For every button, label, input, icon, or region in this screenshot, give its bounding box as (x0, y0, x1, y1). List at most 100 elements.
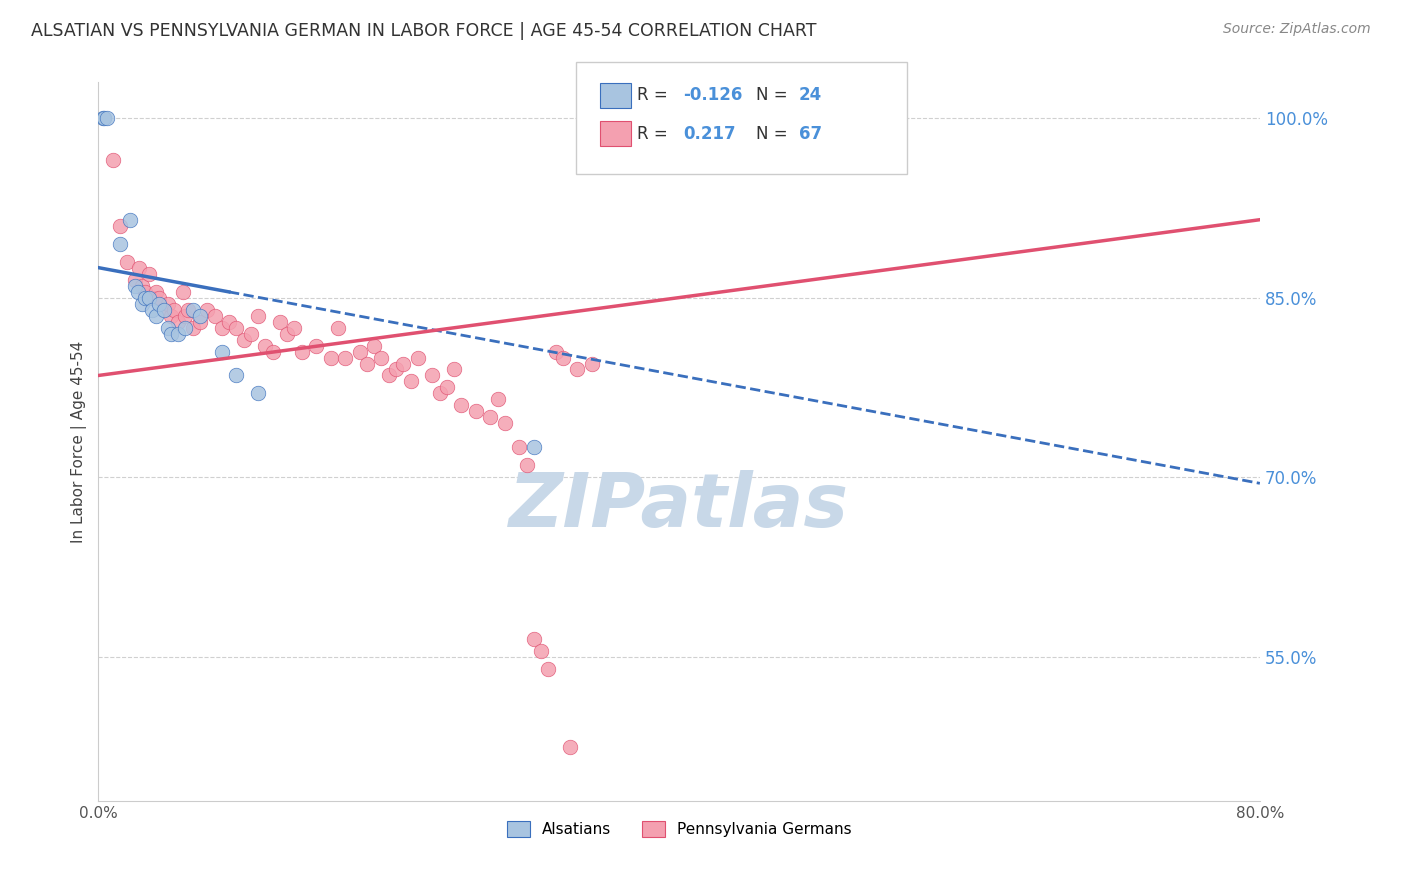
Text: Source: ZipAtlas.com: Source: ZipAtlas.com (1223, 22, 1371, 37)
Point (567, 362, 589, 376)
Point (262, 344, 284, 359)
Point (93, 111, 115, 125)
Point (516, 458, 538, 473)
Point (145, 309, 167, 323)
Point (145, 285, 167, 299)
Text: R =: R = (637, 87, 673, 104)
Point (429, 386, 451, 401)
Point (160, 309, 183, 323)
Point (138, 267, 160, 281)
Point (443, 362, 465, 376)
Point (247, 386, 270, 401)
Point (177, 302, 200, 317)
Text: R =: R = (637, 125, 678, 143)
Point (239, 326, 262, 341)
Point (560, 739, 582, 754)
Point (319, 351, 342, 365)
Point (291, 344, 314, 359)
Point (128, 260, 150, 275)
Point (148, 296, 170, 310)
Point (124, 278, 146, 293)
Point (479, 410, 502, 425)
Point (544, 344, 567, 359)
Point (218, 314, 240, 328)
Text: -0.126: -0.126 (683, 87, 742, 104)
Point (167, 326, 190, 341)
Point (131, 278, 153, 293)
Point (108, 219, 131, 233)
Point (174, 320, 197, 334)
Point (494, 417, 516, 431)
Point (276, 326, 298, 341)
Point (181, 320, 204, 334)
Point (247, 309, 270, 323)
Point (160, 326, 183, 341)
Text: 67: 67 (799, 125, 821, 143)
Point (363, 338, 385, 352)
Point (101, 153, 124, 167)
Point (392, 357, 415, 371)
Point (157, 296, 180, 310)
Point (188, 314, 211, 328)
Point (464, 404, 486, 418)
Point (385, 362, 408, 376)
Point (349, 344, 371, 359)
Point (117, 254, 139, 268)
Text: N =: N = (756, 87, 793, 104)
Point (326, 320, 349, 334)
Point (225, 368, 247, 383)
Point (551, 351, 574, 365)
Point (232, 333, 254, 347)
Point (254, 338, 277, 352)
Y-axis label: In Labor Force | Age 45-54: In Labor Force | Age 45-54 (72, 340, 87, 542)
Point (142, 291, 165, 305)
Point (167, 314, 190, 328)
Point (305, 338, 328, 352)
Point (450, 399, 472, 413)
Point (120, 212, 142, 227)
Point (211, 344, 233, 359)
Text: 0.217: 0.217 (683, 125, 735, 143)
Point (131, 296, 153, 310)
Point (530, 644, 553, 658)
Point (523, 632, 546, 646)
Point (211, 320, 233, 334)
Text: ALSATIAN VS PENNSYLVANIA GERMAN IN LABOR FORCE | AGE 45-54 CORRELATION CHART: ALSATIAN VS PENNSYLVANIA GERMAN IN LABOR… (31, 22, 817, 40)
Point (420, 368, 443, 383)
Point (523, 441, 546, 455)
Legend: Alsatians, Pennsylvania Germans: Alsatians, Pennsylvania Germans (501, 815, 858, 844)
Point (370, 351, 392, 365)
Point (124, 272, 146, 286)
Point (163, 302, 186, 317)
Point (174, 309, 197, 323)
Point (486, 392, 509, 407)
Text: N =: N = (756, 125, 793, 143)
Point (96, 111, 118, 125)
Point (335, 351, 357, 365)
Point (537, 662, 560, 676)
Point (138, 291, 160, 305)
Point (283, 320, 305, 334)
Text: 24: 24 (799, 87, 823, 104)
Point (377, 368, 399, 383)
Point (436, 380, 458, 394)
Point (152, 302, 174, 317)
Point (134, 291, 156, 305)
Point (399, 375, 422, 389)
Point (157, 320, 180, 334)
Point (108, 236, 131, 251)
Point (581, 357, 603, 371)
Point (508, 441, 530, 455)
Point (91, 111, 114, 125)
Point (181, 302, 204, 317)
Point (127, 285, 149, 299)
Point (148, 291, 170, 305)
Point (406, 351, 429, 365)
Point (356, 357, 378, 371)
Point (225, 320, 247, 334)
Point (134, 285, 156, 299)
Point (188, 309, 211, 323)
Point (195, 302, 218, 317)
Text: ZIPatlas: ZIPatlas (509, 469, 849, 542)
Point (172, 285, 194, 299)
